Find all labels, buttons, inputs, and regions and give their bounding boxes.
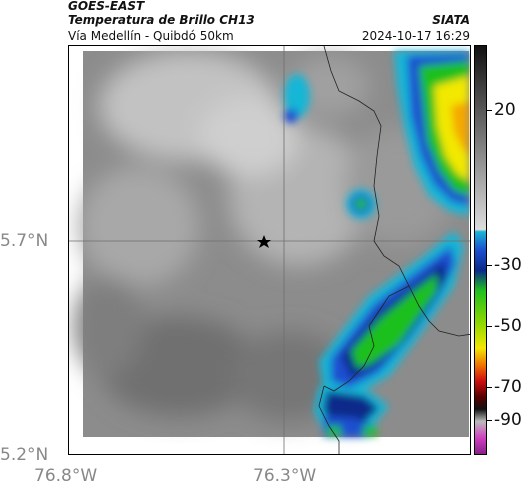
area-label: Vía Medellín - Quibdó 50km bbox=[68, 29, 234, 43]
satellite-image bbox=[69, 46, 470, 454]
product-title: GOES-EAST bbox=[68, 0, 145, 13]
lon-label-763: 76.3°W bbox=[253, 466, 317, 486]
border-line bbox=[323, 46, 470, 337]
colorbar-gradient bbox=[475, 46, 486, 454]
map-panel[interactable] bbox=[68, 45, 471, 455]
colorbar-tick bbox=[487, 110, 492, 111]
colorbar-tick bbox=[487, 387, 492, 388]
star-icon bbox=[257, 235, 271, 248]
border-line bbox=[323, 285, 410, 392]
colorbar-label-minus30: -30 bbox=[494, 255, 522, 275]
timestamp-label: 2024-10-17 16:29 bbox=[361, 29, 470, 43]
lat-label-57: 5.7°N bbox=[0, 231, 49, 251]
colorbar-tick bbox=[487, 420, 492, 421]
colorbar-label-minus90: -90 bbox=[494, 410, 522, 430]
colorbar-tick bbox=[487, 265, 492, 266]
colorbar-tick bbox=[487, 326, 492, 327]
colorbar-label-20: 20 bbox=[494, 100, 516, 120]
lat-label-52: 5.2°N bbox=[0, 445, 49, 465]
channel-subtitle: Temperatura de Brillo CH13 bbox=[68, 13, 255, 27]
colorbar-label-minus70: -70 bbox=[494, 377, 522, 397]
colorbar-label-minus50: -50 bbox=[494, 316, 522, 336]
border-line bbox=[318, 385, 340, 454]
lon-label-768: 76.8°W bbox=[34, 466, 98, 486]
organization-label: SIATA bbox=[432, 13, 470, 27]
colorbar bbox=[474, 45, 487, 455]
